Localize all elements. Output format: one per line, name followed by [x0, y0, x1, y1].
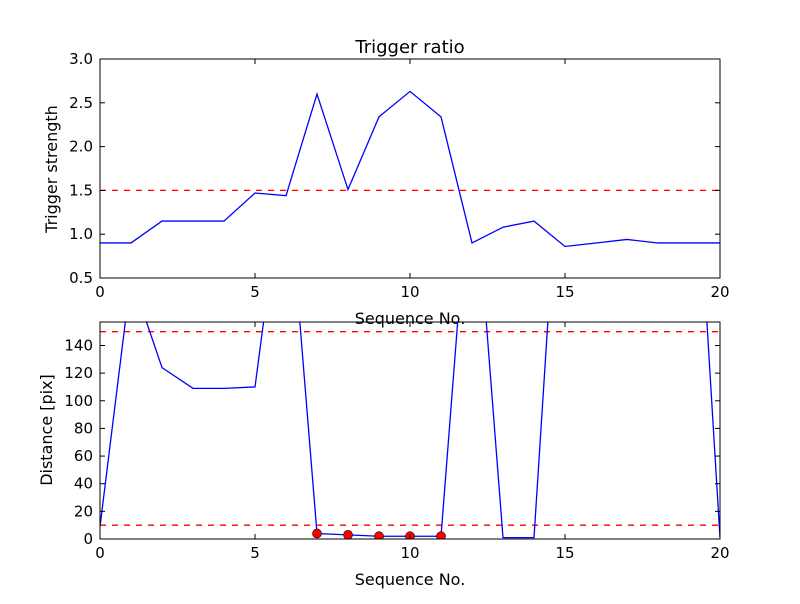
x-tick-label: 20 [710, 544, 729, 562]
x-tick-label: 10 [400, 544, 419, 562]
y-tick-label: 80 [74, 419, 93, 437]
x-tick-label: 10 [400, 283, 419, 301]
data-point [374, 531, 384, 539]
plot-area [100, 90, 720, 248]
bottom-ylabel: Distance [pix] [37, 374, 56, 486]
y-tick-label: 0.5 [69, 269, 93, 287]
y-tick-label: 140 [64, 336, 93, 354]
data-point [343, 530, 353, 539]
x-tick-label: 15 [555, 283, 574, 301]
x-tick-label: 20 [710, 283, 729, 301]
y-tick-label: 1.5 [69, 181, 93, 199]
y-tick-label: 40 [74, 475, 93, 493]
y-tick-label: 100 [64, 392, 93, 410]
x-tick-label: 5 [250, 283, 260, 301]
top-axes: 0 5 10 15 20 0.5 1.0 1.5 2.0 2.5 3.0 [69, 50, 729, 301]
y-tick-label: 60 [74, 447, 93, 465]
y-tick-label: 1.0 [69, 225, 93, 243]
data-point [312, 528, 322, 539]
bottom-xlabel: Sequence No. [355, 570, 466, 589]
x-tick-label: 0 [95, 283, 105, 301]
top-ylabel: Trigger strength [42, 105, 61, 234]
y-tick-label: 0 [83, 530, 93, 548]
x-tick-label: 15 [555, 544, 574, 562]
chart-title: Trigger ratio [354, 37, 464, 58]
y-tick-label: 20 [74, 502, 93, 520]
y-tick-label: 3.0 [69, 50, 93, 68]
x-tick-label: 5 [250, 544, 260, 562]
bottom-axes: 0 5 10 15 20 0 20 40 60 80 100 120 140 [64, 321, 730, 562]
y-tick-label: 2.0 [69, 138, 93, 156]
y-tick-label: 2.5 [69, 94, 93, 112]
top-xlabel: Sequence No. [355, 309, 466, 328]
series-line [100, 90, 720, 248]
x-tick-label: 0 [95, 544, 105, 562]
axes-frame [99, 321, 721, 540]
y-tick-label: 120 [64, 364, 93, 382]
data-point [436, 531, 446, 539]
